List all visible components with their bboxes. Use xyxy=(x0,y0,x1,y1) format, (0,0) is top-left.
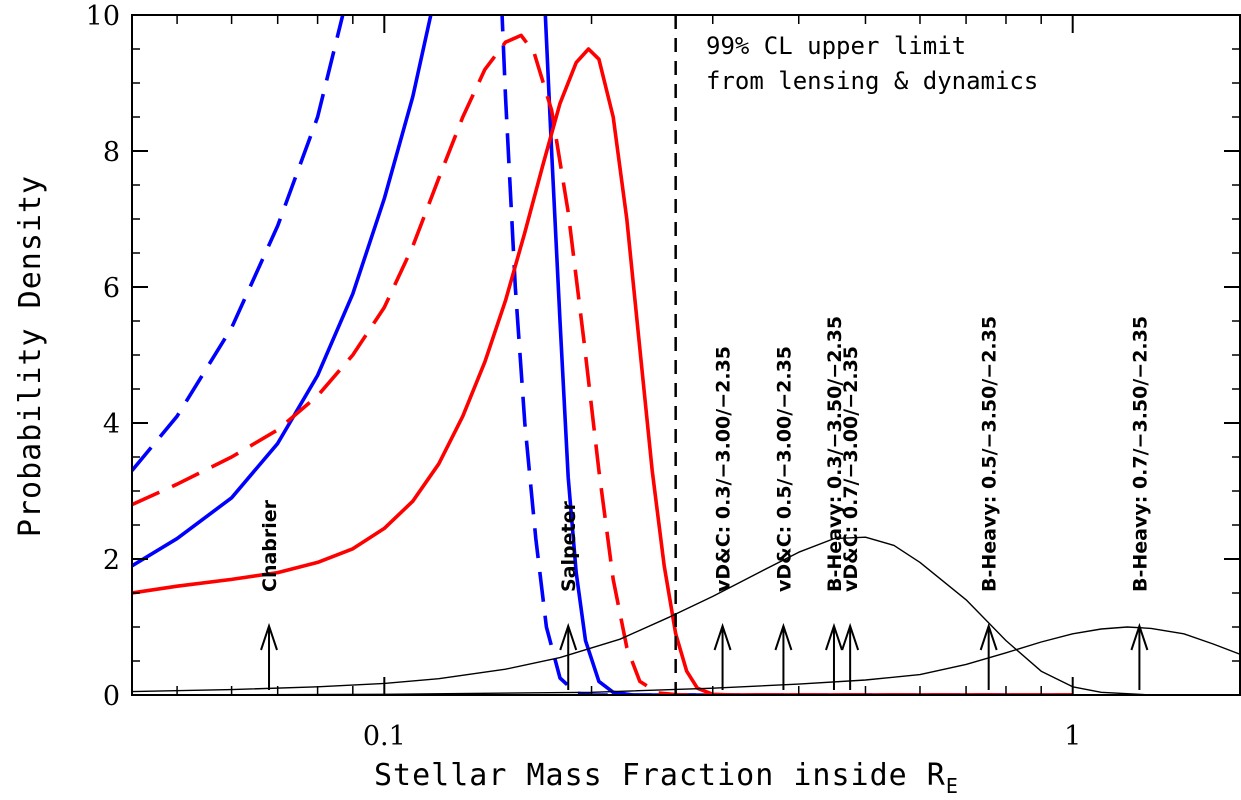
marker-label: vD&C: 0.5/−3.00/−2.35 xyxy=(773,346,795,592)
marker-label: Salpeter xyxy=(558,501,580,592)
marker-label: B-Heavy: 0.5/−3.50/−2.35 xyxy=(979,316,1001,592)
x-axis-title-main: Stellar Mass Fraction inside R xyxy=(374,758,946,793)
marker-4: vD&C: 0.5/−3.00/−2.35 xyxy=(773,346,795,690)
plot-frame xyxy=(131,14,1241,696)
x-axis-title: Stellar Mass Fraction inside RE xyxy=(374,758,959,798)
marker-label: B-Heavy: 0.3/−3.50/−2.35 xyxy=(824,316,846,592)
y-tick-label: 0 xyxy=(103,681,120,712)
series-curve-8 xyxy=(132,626,1240,695)
marker-label: Chabrier xyxy=(259,499,281,592)
x-tick-label: 1 xyxy=(1064,721,1081,752)
series-curve-1 xyxy=(132,15,345,472)
text-layer: 99% CL upper limit from lensing & dynami… xyxy=(13,32,1038,798)
y-tick-label: 6 xyxy=(103,273,120,304)
annotation-line-2: from lensing & dynamics xyxy=(706,67,1038,95)
marker-1: Chabrier xyxy=(259,499,281,690)
marker-arrow-head xyxy=(559,622,578,651)
series-layer xyxy=(132,15,1240,695)
marker-5: B-Heavy: 0.3/−3.50/−2.35 xyxy=(824,316,846,690)
x-axis-title-subscript: E xyxy=(946,774,959,798)
marker-label: B-Heavy: 0.7/−3.50/−2.35 xyxy=(1129,316,1151,592)
annotation-line-1: 99% CL upper limit xyxy=(706,32,966,60)
marker-8: B-Heavy: 0.7/−3.50/−2.35 xyxy=(1129,316,1151,690)
marker-3: vD&C: 0.3/−3.00/−2.35 xyxy=(713,346,735,690)
marker-6: vD&C: 0.7/−3.00/−2.35 xyxy=(840,346,862,690)
series-curve-4 xyxy=(543,15,1073,695)
marker-arrow-head xyxy=(841,622,860,651)
marker-label: vD&C: 0.7/−3.00/−2.35 xyxy=(840,346,862,592)
marker-arrow-head xyxy=(825,622,843,651)
series-curve-7 xyxy=(132,536,1152,695)
marker-arrow-head xyxy=(713,622,732,651)
axes-layer: 0 2 4 6 8 10 0.1 1 xyxy=(86,1,1241,752)
series-curve-3 xyxy=(132,15,433,568)
y-axis-title: Probability Density xyxy=(13,175,48,537)
series-curve-6 xyxy=(132,47,1073,695)
y-tick-label: 8 xyxy=(103,137,120,168)
y-tick-label: 2 xyxy=(103,545,120,576)
y-tick-label: 10 xyxy=(86,1,120,32)
marker-arrow-head xyxy=(979,622,998,651)
marker-7: B-Heavy: 0.5/−3.50/−2.35 xyxy=(979,316,1001,690)
y-tick-label: 4 xyxy=(103,409,120,440)
marker-arrow-head xyxy=(1130,622,1149,651)
marker-arrow-head xyxy=(260,622,278,651)
marker-layer: Chabrier Salpeter vD&C: 0.3/−3.00/−2.35 vD&… xyxy=(259,316,1151,690)
series-curve-5 xyxy=(132,33,1073,695)
marker-2: Salpeter xyxy=(558,501,580,690)
marker-label: vD&C: 0.3/−3.00/−2.35 xyxy=(713,346,735,592)
x-tick-label: 0.1 xyxy=(363,721,406,752)
marker-arrow-head xyxy=(774,622,793,651)
